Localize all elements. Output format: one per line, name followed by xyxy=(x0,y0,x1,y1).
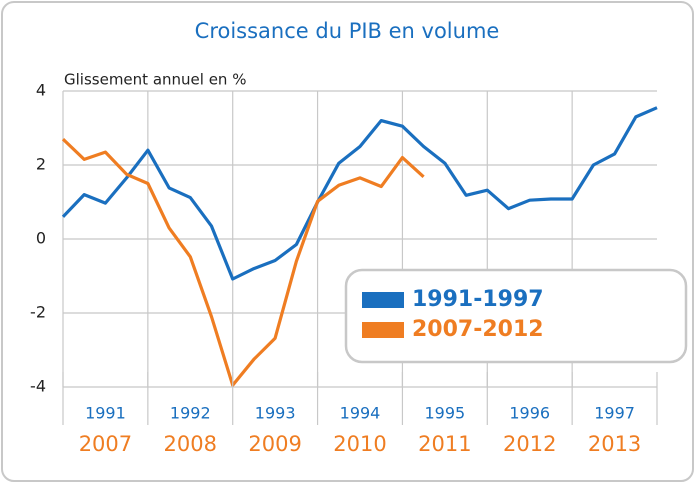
x-group-label: 1995 xyxy=(424,404,465,423)
x-group-label-2: 2012 xyxy=(503,432,556,456)
y-axis-label: Glissement annuel en % xyxy=(64,71,246,89)
x-group-label-2: 2007 xyxy=(79,432,132,456)
x-group-label: 1994 xyxy=(340,404,381,423)
x-group-label: 1996 xyxy=(509,404,550,423)
y-tick-label: 4 xyxy=(36,81,46,100)
x-group-label-2: 2011 xyxy=(418,432,471,456)
legend-swatch xyxy=(362,292,404,308)
legend-label: 1991-1997 xyxy=(412,287,544,312)
series-line xyxy=(61,106,658,281)
legend-label: 2007-2012 xyxy=(412,317,544,342)
x-group-label: 1993 xyxy=(255,404,296,423)
x-group-label: 1992 xyxy=(170,404,211,423)
y-tick-label: 0 xyxy=(36,229,46,248)
legend-swatch xyxy=(362,322,404,338)
series-line xyxy=(61,137,425,387)
y-tick-label: 2 xyxy=(36,155,46,174)
x-group-label-2: 2009 xyxy=(248,432,301,456)
legend-box xyxy=(344,268,688,364)
x-axis: 1991 2007 1992 2008 1993 2009 1994 2010 1995 2011… xyxy=(62,372,658,456)
chart-title: Croissance du PIB en volume xyxy=(195,19,500,43)
y-tick-label: -2 xyxy=(30,303,46,322)
x-group-label-2: 2010 xyxy=(333,432,386,456)
legend: 1991-1997 2007-2012 xyxy=(362,287,544,342)
x-group-label: 1991 xyxy=(85,404,126,423)
x-group-label-2: 2013 xyxy=(588,432,641,456)
x-group-label-2: 2008 xyxy=(164,432,217,456)
x-group-label: 1997 xyxy=(594,404,635,423)
y-tick-label: -4 xyxy=(30,377,46,396)
lines xyxy=(61,106,658,387)
